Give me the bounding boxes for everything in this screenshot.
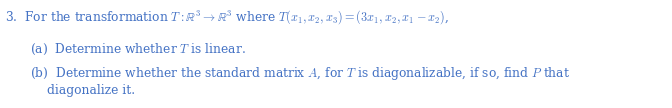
Text: 3.  For the transformation $T : \mathbb{R}^3 \rightarrow \mathbb{R}^3$ where $T(: 3. For the transformation $T : \mathbb{R… — [5, 8, 449, 26]
Text: diagonalize it.: diagonalize it. — [47, 84, 135, 97]
Text: (a)  Determine whether $T$ is linear.: (a) Determine whether $T$ is linear. — [30, 42, 246, 57]
Text: (b)  Determine whether the standard matrix $A$, for $T$ is diagonalizable, if so: (b) Determine whether the standard matri… — [30, 65, 570, 82]
